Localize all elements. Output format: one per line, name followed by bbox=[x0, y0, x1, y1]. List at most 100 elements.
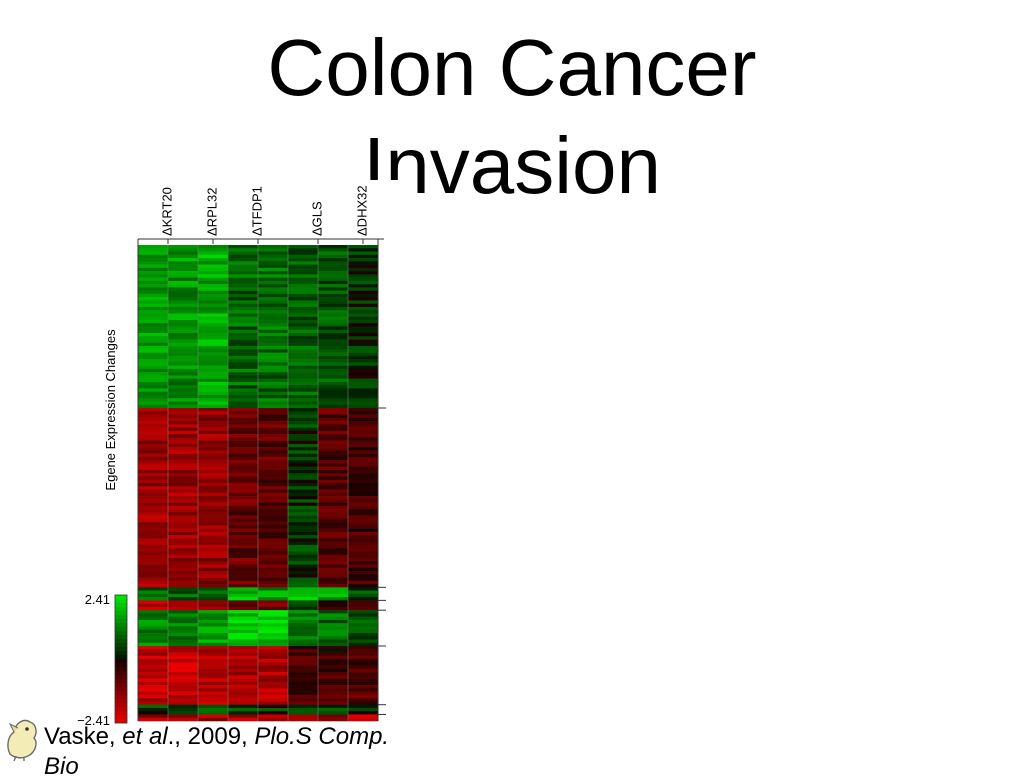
heatmap-cell bbox=[288, 678, 319, 683]
heatmap-cell bbox=[168, 401, 199, 406]
heatmap-cell bbox=[168, 649, 199, 653]
heatmap-cell bbox=[138, 646, 169, 650]
heatmap-cell bbox=[198, 323, 229, 327]
heatmap-cell bbox=[288, 561, 319, 565]
heatmap-cell bbox=[288, 665, 319, 670]
heatmap-cell bbox=[228, 349, 259, 353]
heatmap-cell bbox=[258, 698, 289, 702]
heatmap-cell bbox=[288, 597, 319, 601]
heatmap-cell bbox=[318, 541, 349, 546]
heatmap-cell bbox=[288, 329, 319, 334]
heatmap-cell bbox=[258, 483, 289, 487]
heatmap-cell bbox=[138, 691, 169, 696]
heatmap-cell bbox=[318, 408, 349, 412]
heatmap-cell bbox=[168, 486, 199, 490]
heatmap-cell bbox=[348, 326, 379, 331]
heatmap-cell bbox=[348, 398, 379, 402]
heatmap-cell bbox=[138, 590, 169, 595]
heatmap-cell bbox=[258, 499, 289, 503]
heatmap-cell bbox=[198, 352, 229, 357]
heatmap-cell bbox=[168, 623, 199, 627]
heatmap-cell bbox=[318, 421, 349, 425]
heatmap-cell bbox=[198, 567, 229, 572]
heatmap-cell bbox=[288, 632, 319, 637]
heatmap-cell bbox=[258, 404, 289, 409]
heatmap-cell bbox=[198, 254, 229, 259]
heatmap-cell bbox=[318, 326, 349, 331]
heatmap-cell bbox=[198, 639, 229, 644]
heatmap-cell bbox=[288, 515, 319, 520]
heatmap-cell bbox=[168, 698, 199, 702]
heatmap-cell bbox=[168, 580, 199, 585]
heatmap-cell bbox=[228, 619, 259, 624]
heatmap-cell bbox=[288, 355, 319, 360]
heatmap-cell bbox=[258, 394, 289, 399]
heatmap-cell bbox=[348, 479, 379, 484]
heatmap-cell bbox=[348, 587, 379, 591]
heatmap-cell bbox=[198, 274, 229, 278]
heatmap-cell bbox=[288, 427, 319, 432]
heatmap-cell bbox=[138, 502, 169, 507]
heatmap-cell bbox=[348, 691, 379, 696]
heatmap-cell bbox=[258, 538, 289, 542]
heatmap-cell bbox=[288, 564, 319, 569]
heatmap-cell bbox=[168, 261, 199, 265]
heatmap-cell bbox=[348, 297, 379, 301]
heatmap-cell bbox=[198, 398, 229, 402]
heatmap-cell bbox=[168, 414, 199, 419]
heatmap-cell bbox=[318, 701, 349, 705]
heatmap-cell bbox=[168, 584, 199, 588]
heatmap-cell bbox=[318, 284, 349, 288]
heatmap-cell bbox=[138, 306, 169, 311]
heatmap-cell bbox=[348, 515, 379, 520]
heatmap-cell bbox=[138, 678, 169, 683]
heatmap-cell bbox=[138, 564, 169, 569]
heatmap-cell bbox=[348, 639, 379, 644]
heatmap-cell bbox=[198, 391, 229, 396]
heatmap-cell bbox=[138, 473, 169, 477]
heatmap-cell bbox=[138, 336, 169, 340]
heatmap-cell bbox=[348, 434, 379, 438]
heatmap-cell bbox=[228, 704, 259, 709]
heatmap-cell bbox=[318, 476, 349, 481]
heatmap-cell bbox=[288, 531, 319, 536]
heatmap-cell bbox=[288, 584, 319, 588]
heatmap-cell bbox=[258, 701, 289, 705]
heatmap-cell bbox=[348, 509, 379, 513]
heatmap-cell bbox=[228, 538, 259, 542]
heatmap-cell bbox=[228, 248, 259, 252]
colorbar-segment bbox=[115, 679, 127, 684]
heatmap-cell bbox=[258, 551, 289, 556]
heatmap-cell bbox=[198, 619, 229, 624]
heatmap-cell bbox=[288, 300, 319, 304]
heatmap-cell bbox=[288, 293, 319, 298]
heatmap-cell bbox=[228, 694, 259, 699]
heatmap-cell bbox=[228, 672, 259, 676]
heatmap-cell bbox=[288, 453, 319, 458]
heatmap-cell bbox=[348, 424, 379, 428]
heatmap-cell bbox=[318, 424, 349, 428]
heatmap-cell bbox=[228, 675, 259, 679]
heatmap-cell bbox=[348, 349, 379, 353]
heatmap-cell bbox=[228, 443, 259, 448]
heatmap-cell bbox=[228, 678, 259, 683]
heatmap-cell bbox=[138, 496, 169, 500]
heatmap-cell bbox=[348, 704, 379, 709]
heatmap-cell bbox=[258, 401, 289, 406]
heatmap-cell bbox=[288, 372, 319, 376]
heatmap-cell bbox=[258, 531, 289, 536]
heatmap-cell bbox=[348, 346, 379, 350]
heatmap-cell bbox=[138, 544, 169, 549]
colorbar-segment bbox=[115, 651, 127, 656]
heatmap-cell bbox=[258, 408, 289, 412]
heatmap-cell bbox=[228, 254, 259, 259]
slide-title-line1: Colon Cancer bbox=[267, 23, 757, 112]
heatmap-cell bbox=[288, 525, 319, 529]
heatmap-cell bbox=[258, 329, 289, 334]
heatmap-cell bbox=[318, 248, 349, 252]
heatmap-cell bbox=[288, 544, 319, 549]
heatmap-cell bbox=[348, 469, 379, 474]
heatmap-cell bbox=[228, 659, 259, 663]
heatmap-cell bbox=[198, 590, 229, 595]
heatmap-cell bbox=[198, 698, 229, 702]
